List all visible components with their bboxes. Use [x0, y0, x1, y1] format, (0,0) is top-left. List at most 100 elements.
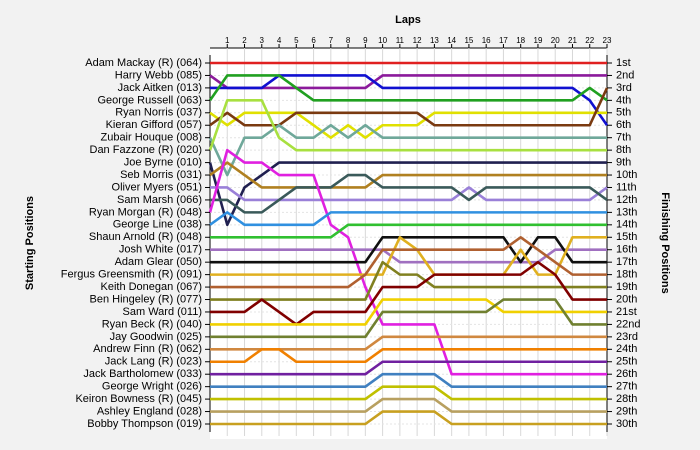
legend-label: Andrew Finn (R) (062) [93, 343, 202, 355]
series-line [210, 372, 607, 388]
legend-label: Keiron Bowness (R) (045) [75, 393, 202, 405]
x-tick-label: 3 [260, 36, 265, 45]
legend-label: George Line (038) [113, 219, 202, 231]
y2-tick-label: 14th [616, 219, 637, 231]
series-line [210, 298, 607, 326]
y2-tick-label: 28th [616, 393, 637, 405]
legend-label: Kieran Gifford (057) [106, 119, 202, 131]
legend-label: Sam Ward (011) [123, 306, 202, 318]
y2-tick-label: 12th [616, 194, 637, 206]
x-tick-label: 16 [482, 36, 491, 45]
y2-tick-label: 11th [616, 181, 637, 193]
x-tick-label: 18 [516, 36, 525, 45]
y2-tick-label: 18th [616, 269, 637, 281]
legend-label: George Wright (026) [102, 381, 202, 393]
y2-tick-label: 17th [616, 256, 637, 268]
x-tick-label: 14 [447, 36, 456, 45]
series-line [210, 186, 608, 202]
series-line [210, 74, 609, 126]
y2-tick-label: 6th [616, 119, 631, 131]
legend-label: Jack Aitken (013) [118, 82, 202, 94]
legend-label: Seb Morris (031) [120, 169, 202, 181]
y2-tick-label: 15th [616, 231, 637, 243]
x-tick-label: 8 [346, 36, 351, 45]
legend-label: Jay Goodwin (025) [110, 331, 202, 343]
series-line [209, 111, 607, 139]
y2-tick-label: 21st [616, 306, 637, 318]
x-tick-label: 22 [585, 36, 594, 45]
y2-tick-label: 9th [616, 156, 631, 168]
legend-label: Dan Fazzone (R) (020) [90, 144, 203, 156]
series-line [209, 74, 607, 90]
legend-label: Fergus Greensmith (R) (091) [61, 269, 202, 281]
legend-label: Harry Webb (085) [115, 69, 202, 81]
y2-tick-label: 16th [616, 244, 637, 256]
series-line [210, 248, 607, 264]
legend-label: Shaun Arnold (R) (048) [89, 231, 202, 243]
x-tick-label: 13 [430, 36, 439, 45]
legend-label: Oliver Myers (051) [112, 181, 202, 193]
x-tick-label: 4 [277, 36, 282, 45]
y2-tick-label: 23rd [616, 331, 638, 343]
legend-label: Ben Hingeley (R) (077) [90, 293, 203, 305]
series-line [208, 99, 607, 152]
legend-label: Jack Lang (R) (023) [105, 356, 202, 368]
legend-label: Adam Mackay (R) (064) [85, 57, 202, 69]
legend-label: Josh White (017) [119, 244, 202, 256]
series-line [210, 173, 608, 214]
y2-tick-label: 25th [616, 356, 637, 368]
y2-tick-label: 10th [616, 169, 637, 181]
x-tick-label: 11 [396, 36, 405, 45]
y2-tick-label: 29th [616, 405, 637, 417]
x-tick-label: 5 [294, 36, 299, 45]
series-line [210, 410, 607, 426]
x-tick-label: 20 [551, 36, 560, 45]
legend-label: Ryan Beck (R) (040) [102, 318, 202, 330]
y2-axis-title: Finishing Positions [659, 192, 671, 293]
series-line [210, 223, 607, 239]
y2-tick-label: 19th [616, 281, 637, 293]
y2-tick-label: 20th [616, 293, 637, 305]
y2-tick-label: 27th [616, 381, 637, 393]
y2-tick-label: 1st [616, 57, 631, 69]
x-tick-label: 1 [225, 36, 230, 45]
y2-tick-label: 3rd [616, 82, 632, 94]
legend-label: Keith Donegan (067) [100, 281, 202, 293]
y2-tick-label: 8th [616, 144, 631, 156]
y-axis-title: Starting Positions [24, 196, 36, 290]
x-tick-label: 15 [464, 36, 473, 45]
series-line [208, 123, 607, 177]
series-line [210, 348, 607, 364]
series-line [210, 260, 607, 326]
y2-tick-label: 13th [616, 206, 637, 218]
series-line [210, 235, 607, 289]
series-line [210, 235, 607, 264]
y2-tick-label: 7th [616, 132, 631, 144]
x-tick-label: 12 [413, 36, 422, 45]
y2-tick-label: 26th [616, 368, 637, 380]
legend-label: Ryan Norris (037) [115, 107, 202, 119]
legend-label: Bobby Thompson (019) [87, 418, 202, 430]
legend-label: Ryan Morgan (R) (048) [89, 206, 202, 218]
series-line [210, 385, 607, 401]
series-line [209, 87, 609, 127]
series-line [210, 298, 607, 339]
series-line [209, 211, 607, 227]
x-tick-label: 21 [568, 36, 577, 45]
x-tick-label: 10 [378, 36, 387, 45]
y2-tick-label: 22nd [616, 318, 640, 330]
series-line [210, 235, 607, 276]
x-tick-label: 9 [363, 36, 368, 45]
x-tick-label: 2 [242, 36, 247, 45]
y2-tick-label: 30th [616, 418, 637, 430]
series-line [208, 161, 607, 227]
legend-label: Joe Byrne (010) [124, 156, 202, 168]
legend-label: George Russell (063) [97, 94, 202, 106]
legend-label: Ashley England (028) [97, 405, 202, 417]
legend-label: Zubair Houque (008) [100, 132, 202, 144]
y2-tick-label: 2nd [616, 69, 634, 81]
series-line [209, 161, 607, 189]
y2-tick-label: 24th [616, 343, 637, 355]
legend-label: Adam Glear (050) [115, 256, 202, 268]
